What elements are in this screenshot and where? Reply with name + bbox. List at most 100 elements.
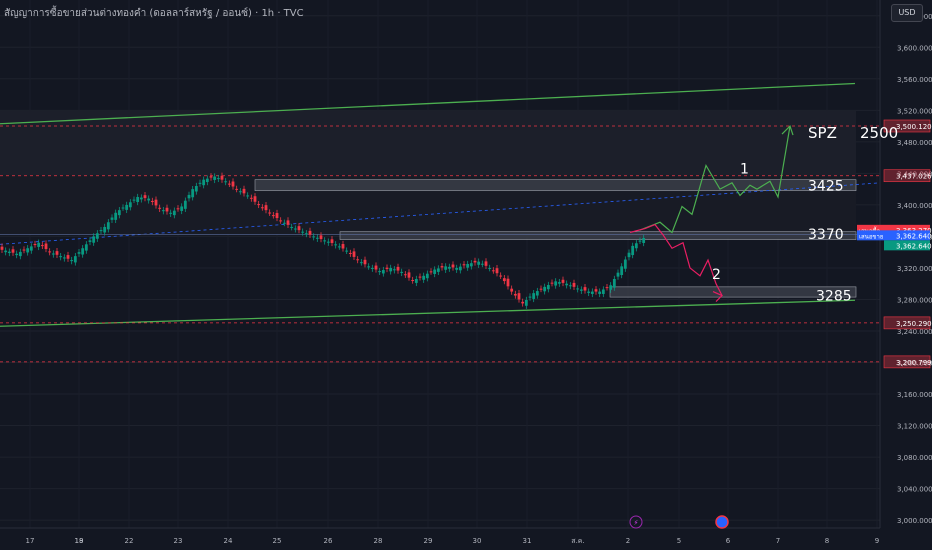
candle-body xyxy=(561,279,565,283)
candle-body xyxy=(136,197,140,203)
x-tick-label: 25 xyxy=(273,537,282,545)
price-tag-bg xyxy=(884,240,930,251)
candle-body xyxy=(631,245,635,256)
candle-body xyxy=(389,267,393,272)
channel-upper xyxy=(0,82,856,125)
candle-body xyxy=(345,250,349,252)
candle-body xyxy=(550,282,554,284)
candle-body xyxy=(601,289,605,294)
candle-body xyxy=(44,243,48,250)
candle-body xyxy=(392,269,396,271)
candle-body xyxy=(616,272,620,277)
candle-body xyxy=(642,237,646,243)
candle-body xyxy=(495,268,499,274)
candle-body xyxy=(180,206,184,211)
y-tick-label: 3,040.000 xyxy=(897,486,932,494)
candle-body xyxy=(249,197,253,199)
price-tag-bg xyxy=(884,224,930,235)
candle-body xyxy=(374,265,378,270)
lightning-icon: ⚡ xyxy=(634,519,639,527)
candle-body xyxy=(576,288,580,290)
channel xyxy=(0,82,881,327)
candle-body xyxy=(433,269,437,274)
candle-body xyxy=(213,176,217,180)
candle-body xyxy=(521,301,525,304)
candle-body xyxy=(88,240,92,242)
candle-body xyxy=(117,210,121,216)
x-tick-label: 5 xyxy=(677,537,681,545)
candle-body xyxy=(554,281,558,286)
y-tick-label: 3,440.000 xyxy=(897,170,932,178)
upper-shade xyxy=(0,110,856,176)
y-tick-label: 3,280.000 xyxy=(897,296,932,304)
zone-label: 3425 xyxy=(808,179,844,195)
candle-body xyxy=(359,262,363,264)
candle-body xyxy=(517,293,521,300)
candle-body xyxy=(407,272,411,278)
candle-body xyxy=(77,252,81,254)
candle-body xyxy=(425,273,429,279)
candle-body xyxy=(293,228,297,230)
candle-body xyxy=(623,259,627,269)
candle-body xyxy=(286,220,290,225)
candle-body xyxy=(583,287,587,291)
candle-body xyxy=(198,182,202,184)
candle-body xyxy=(609,285,613,290)
candle-body xyxy=(308,230,312,235)
horizontal-lines xyxy=(0,125,880,363)
zone-box xyxy=(254,179,857,192)
chart-title: สัญญาการซื้อขายส่วนต่างทองคำ (ดอลลาร์สหร… xyxy=(4,8,304,19)
y-tick-label: 3,480.000 xyxy=(897,139,932,147)
candle-body xyxy=(473,260,477,263)
candle-body xyxy=(260,207,264,209)
candle-body xyxy=(18,251,22,257)
x-tick-label: 22 xyxy=(125,537,134,545)
candle-body xyxy=(11,249,15,253)
y-tick-label: 3,240.000 xyxy=(897,328,932,336)
candle-body xyxy=(451,264,455,268)
time-axis-bg xyxy=(0,528,880,550)
candle-body xyxy=(620,266,624,276)
projection-paths xyxy=(629,124,794,302)
x-tick-label: 19 xyxy=(75,537,84,545)
candle-body xyxy=(488,267,492,269)
candle-body xyxy=(612,278,616,288)
candle-body xyxy=(469,263,473,267)
price-level-tag xyxy=(883,355,931,369)
price-tag-name: เสนอซื้อ xyxy=(859,225,880,235)
candle-body xyxy=(110,217,114,220)
zone-box xyxy=(339,231,857,240)
candle-body xyxy=(334,244,338,246)
candle-body xyxy=(568,285,572,287)
candle-body xyxy=(37,242,41,247)
price-level-tag xyxy=(883,119,931,133)
candle-body xyxy=(440,266,444,268)
y-tick-label: 3,000.000 xyxy=(897,517,932,525)
x-tick-label: 8 xyxy=(825,537,829,545)
x-tick-label: 6 xyxy=(726,537,731,545)
candle-body xyxy=(590,291,594,294)
candle-body xyxy=(275,213,279,219)
candle-body xyxy=(422,275,426,280)
price-level-label: 3,500.120 xyxy=(896,123,932,131)
candle-body xyxy=(264,205,268,211)
candle-body xyxy=(176,208,180,210)
candle-body xyxy=(587,291,591,293)
candle-body xyxy=(70,260,74,262)
candle-body xyxy=(477,261,481,265)
candle-body xyxy=(462,264,466,266)
candle-body xyxy=(235,188,239,190)
candle-body xyxy=(257,204,261,206)
candle-body xyxy=(216,178,220,180)
candle-body xyxy=(147,198,151,201)
candle-body xyxy=(480,263,484,265)
candle-body xyxy=(499,275,503,277)
candle-body xyxy=(557,282,561,284)
candle-body xyxy=(150,200,154,203)
y-tick-label: 3,200.000 xyxy=(897,360,932,368)
y-tick-label: 3,160.000 xyxy=(897,391,932,399)
currency-button[interactable]: USD xyxy=(891,4,923,22)
candle-body xyxy=(524,299,528,306)
candle-body xyxy=(282,222,286,224)
